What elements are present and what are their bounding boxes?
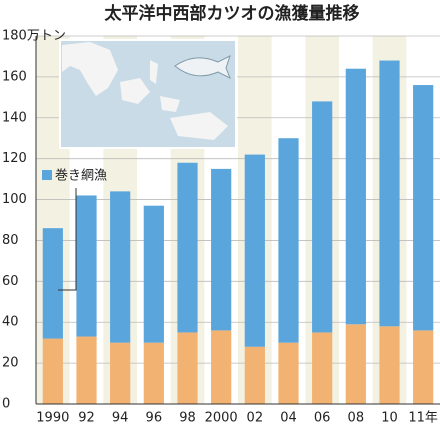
- bar-segment: [76, 195, 97, 337]
- x-tick-label: 1990: [36, 411, 69, 426]
- land: [150, 60, 180, 112]
- y-tick-label: 100: [2, 192, 27, 207]
- bar-segment: [244, 154, 265, 347]
- map-inset: [59, 39, 237, 149]
- bar-segment: [413, 85, 434, 331]
- x-tick-label: 92: [78, 411, 95, 426]
- land: [170, 112, 228, 140]
- x-tick-label: 96: [146, 411, 163, 426]
- x-tick-label: 02: [247, 411, 264, 426]
- x-tick-label: 11年: [408, 411, 438, 426]
- y-tick-label: 40: [2, 315, 19, 330]
- y-tick-label: 140: [2, 110, 27, 125]
- legend-label: 巻き網漁: [55, 169, 107, 184]
- bar-segment: [177, 332, 198, 404]
- y-tick-label: 120: [2, 151, 27, 166]
- bar-segment: [110, 342, 131, 404]
- bar-segment: [244, 346, 265, 404]
- x-tick-label: 10: [381, 411, 398, 426]
- bar-segment: [177, 162, 198, 333]
- x-tick-label: 94: [112, 411, 129, 426]
- legend-swatch: [42, 170, 52, 180]
- fish-icon: [174, 55, 231, 80]
- bar-segment: [413, 330, 434, 404]
- bar-segment: [345, 68, 366, 325]
- y-tick-label: 0: [2, 397, 10, 412]
- bar-segment: [379, 326, 400, 404]
- chart-title: 太平洋中西部カツオの漁獲量推移: [105, 3, 360, 24]
- land: [120, 78, 150, 104]
- x-tick-label: 04: [280, 411, 297, 426]
- bar-segment: [110, 191, 131, 343]
- bar-segment: [312, 101, 333, 333]
- bar-segment: [76, 336, 97, 404]
- bar-segment: [211, 330, 232, 404]
- y-tick-label: 180万トン: [2, 29, 66, 44]
- bar-segment: [42, 338, 63, 404]
- bar-segment: [345, 324, 366, 404]
- bar-segment: [143, 342, 164, 404]
- bar-segment: [312, 332, 333, 404]
- y-tick-label: 160: [2, 69, 27, 84]
- x-tick-label: 06: [314, 411, 331, 426]
- x-tick-label: 2000: [205, 411, 238, 426]
- bar-segment: [278, 138, 299, 343]
- leader-line: [58, 188, 77, 291]
- y-tick-label: 20: [2, 356, 19, 371]
- bar-segment: [211, 168, 232, 331]
- x-tick-label: 08: [348, 411, 365, 426]
- bar-segment: [143, 205, 164, 343]
- bar-segment: [278, 342, 299, 404]
- y-tick-label: 80: [2, 233, 19, 248]
- x-tick-label: 98: [179, 411, 196, 426]
- land: [62, 42, 118, 96]
- bar-segment: [379, 60, 400, 327]
- bar-segment: [42, 228, 63, 339]
- y-tick-label: 60: [2, 274, 19, 289]
